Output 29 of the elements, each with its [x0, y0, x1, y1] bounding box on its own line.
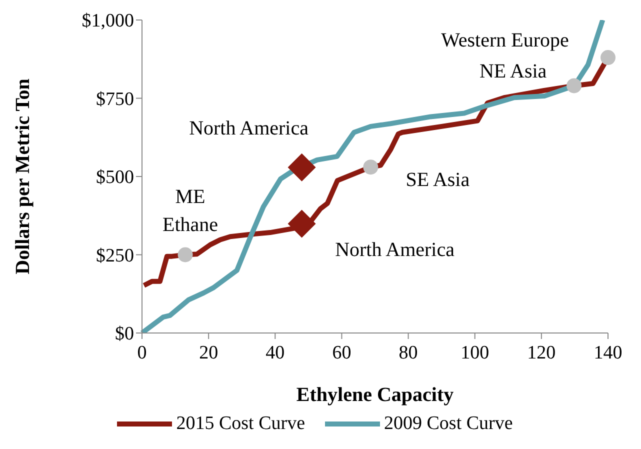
point	[288, 153, 316, 182]
y-tick-label: $750	[96, 88, 134, 110]
x-tick-label: 20	[199, 342, 218, 364]
annotation: North America	[335, 238, 455, 261]
x-tick-label: 60	[332, 342, 352, 364]
legend-label: 2009 Cost Curve	[383, 413, 513, 435]
x-tick-label: 140	[594, 342, 622, 364]
annotation: ME Ethane	[162, 186, 218, 236]
point	[178, 247, 193, 262]
y-tick-label: $0	[115, 324, 134, 345]
x-tick-label: 120	[527, 342, 556, 364]
annotation: North America	[189, 117, 309, 140]
annotation: Western Europe	[441, 30, 570, 52]
annotation: NE Asia	[479, 60, 547, 83]
y-axis-title: Dollars per Metric Ton	[12, 78, 34, 274]
point	[600, 50, 616, 66]
y-tick-label: $1,000	[82, 10, 134, 32]
x-axis-title: Ethylene Capacity	[296, 384, 454, 406]
point	[566, 78, 582, 94]
point	[363, 160, 378, 175]
point	[288, 210, 316, 238]
y-tick-label: $500	[96, 167, 134, 188]
x-tick-label: 80	[398, 342, 418, 364]
x-tick-label: 100	[460, 342, 490, 364]
annotation: SE Asia	[406, 169, 470, 192]
x-tick-label: 0	[137, 342, 147, 364]
x-tick-label: 40	[266, 342, 285, 364]
y-tick-label: $250	[96, 245, 134, 266]
legend-label: 2015 Cost Curve	[175, 413, 305, 435]
